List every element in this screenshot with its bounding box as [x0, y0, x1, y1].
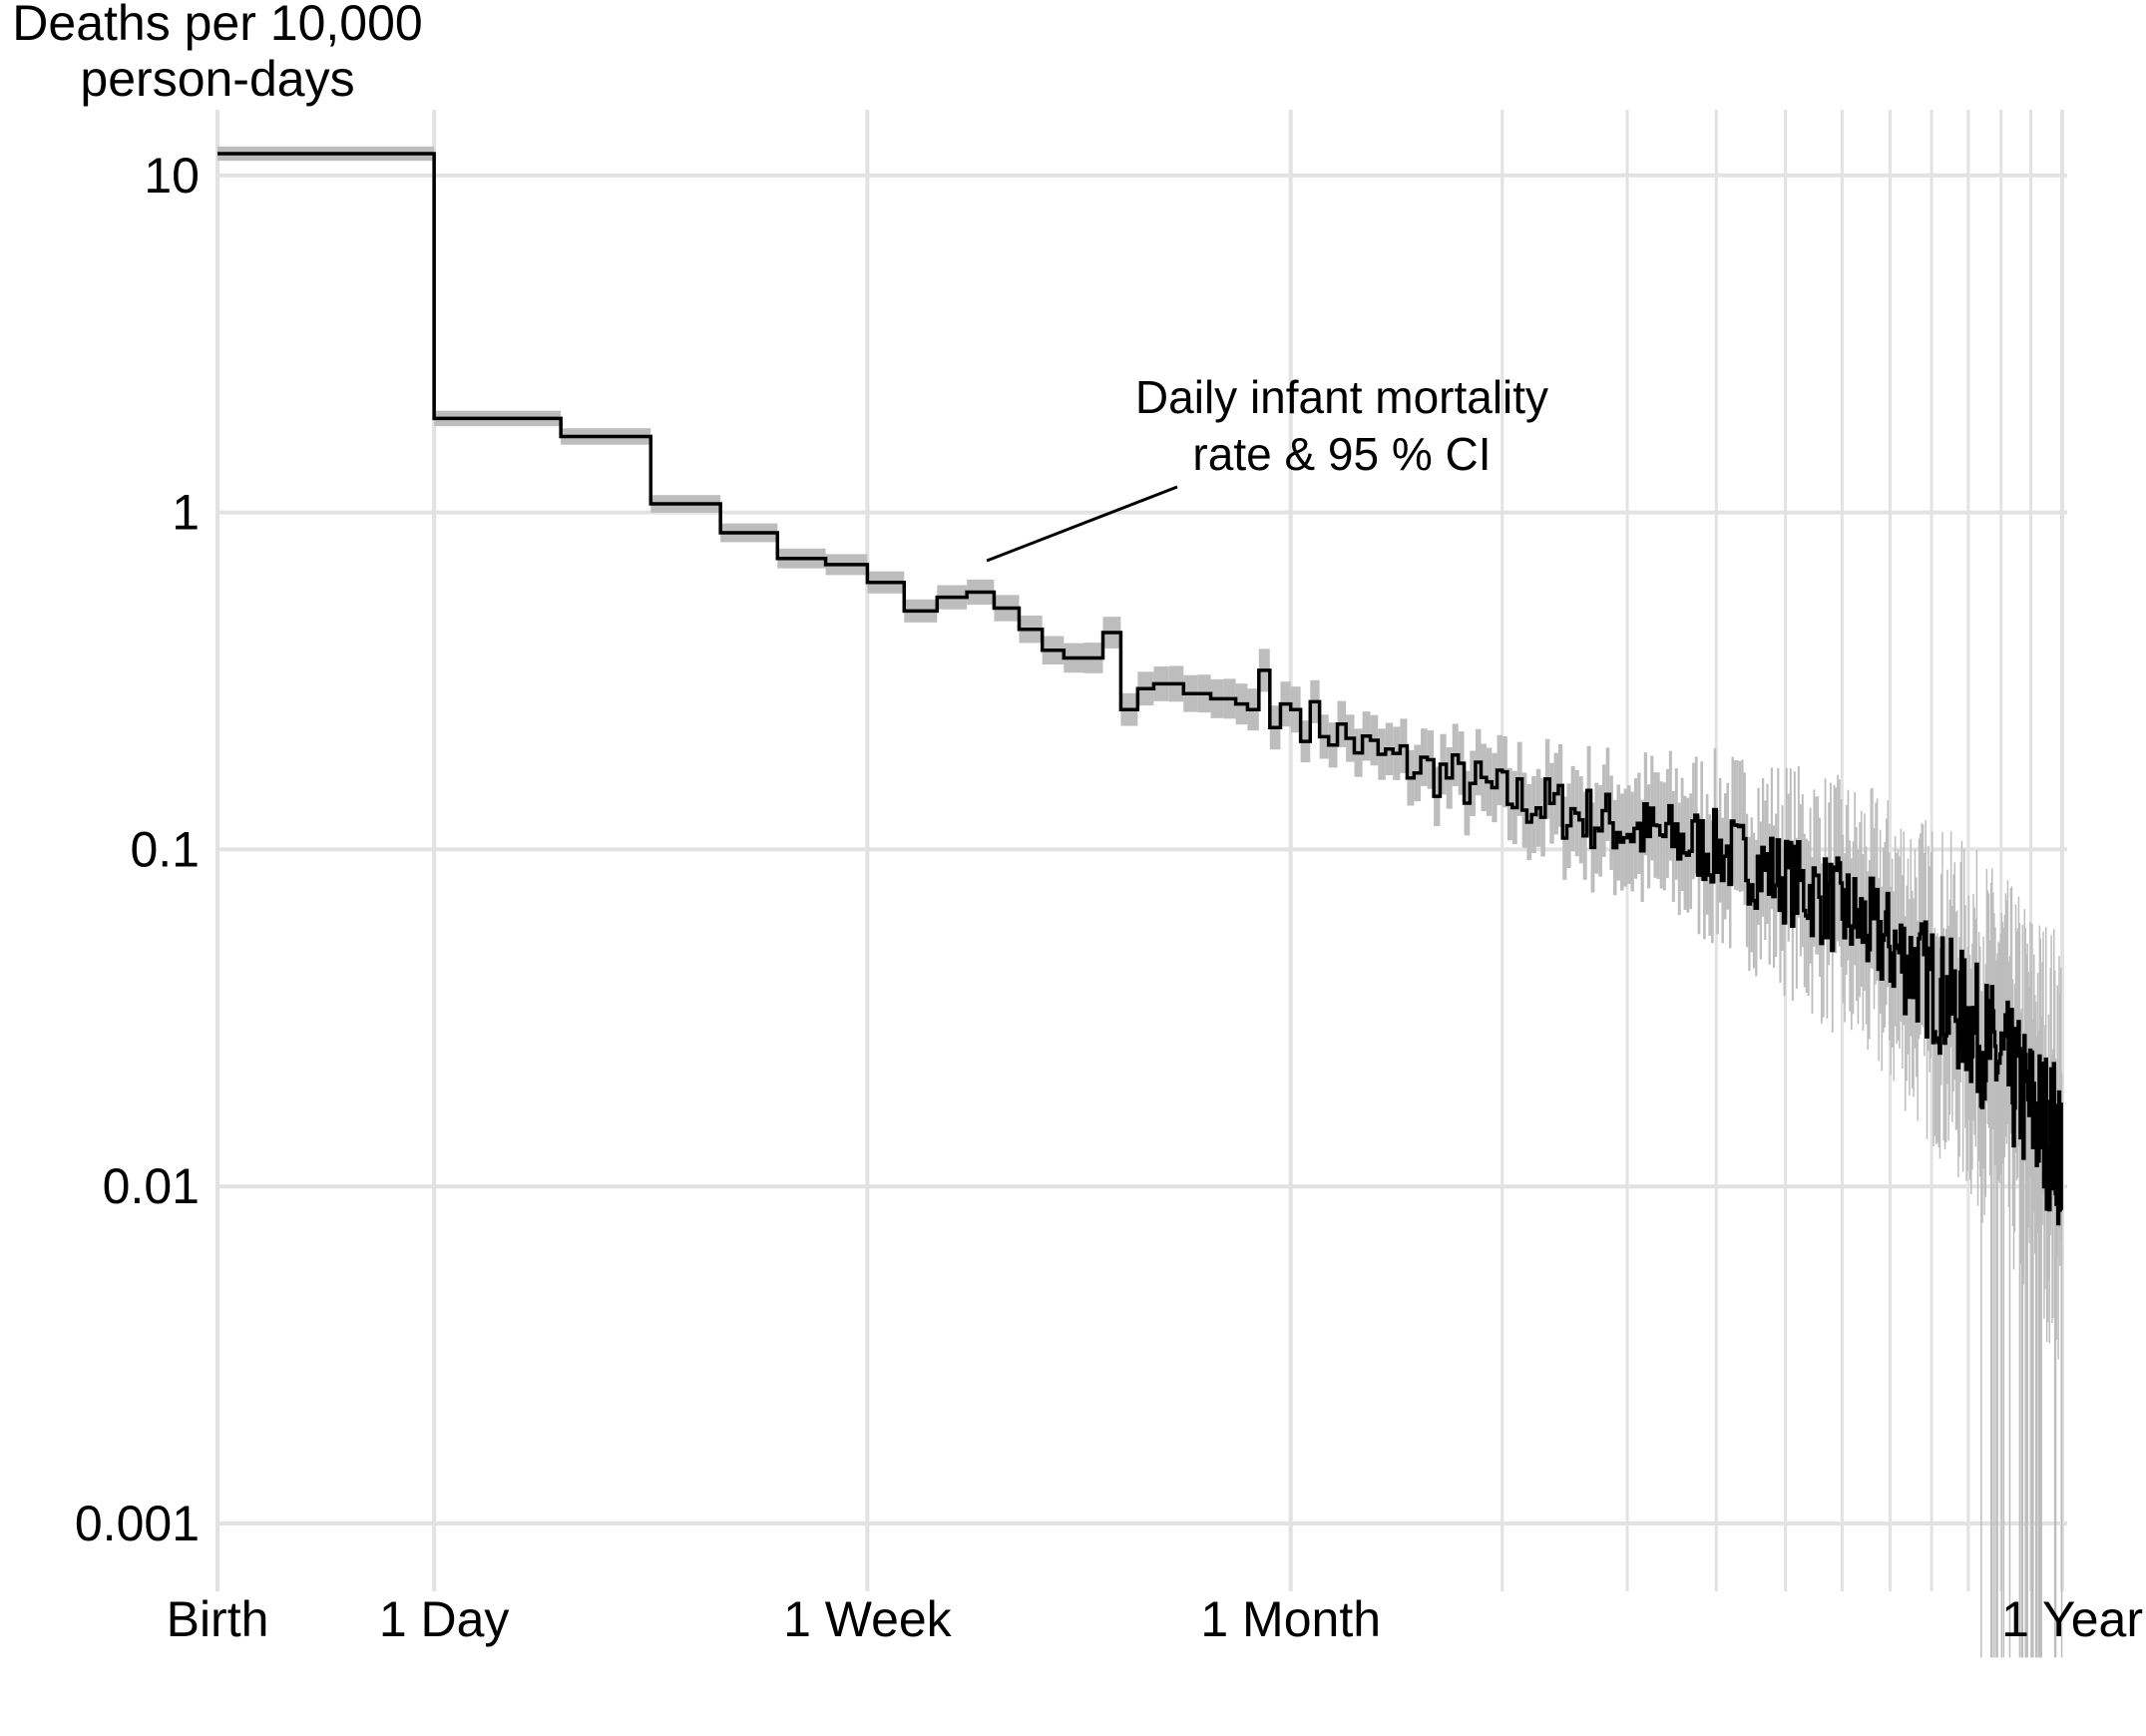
annotation: Daily infant mortality rate & 95 % CI — [986, 371, 1548, 563]
y-axis-title-line-1: Deaths per 10,000 — [12, 0, 422, 51]
x-tick-label-1: 1 Day — [379, 1591, 510, 1647]
y-axis-ticks: 10 1 0.1 0.01 0.001 — [75, 148, 200, 1551]
y-tick-label-3: 0.01 — [103, 1158, 200, 1214]
y-axis-title: Deaths per 10,000 person-days — [12, 0, 422, 107]
x-axis-ticks: Birth 1 Day 1 Week 1 Month 1 Year — [167, 1591, 2143, 1647]
x-tick-label-0: Birth — [167, 1591, 269, 1647]
y-tick-label-4: 0.001 — [75, 1496, 200, 1551]
annotation-line-2: rate & 95 % CI — [1192, 428, 1491, 480]
y-tick-label-2: 0.1 — [130, 821, 200, 877]
annotation-line-1: Daily infant mortality — [1135, 371, 1548, 423]
x-tick-label-4: 1 Year — [2001, 1591, 2143, 1647]
annotation-leader-line — [986, 485, 1178, 563]
y-axis-title-line-2: person-days — [80, 51, 354, 107]
mortality-rate-step-path — [217, 152, 2063, 1226]
mortality-rate-line — [217, 152, 2063, 1226]
y-tick-label-0: 10 — [144, 148, 200, 204]
x-tick-label-3: 1 Month — [1200, 1591, 1381, 1647]
x-tick-label-2: 1 Week — [783, 1591, 953, 1647]
y-tick-label-1: 1 — [172, 485, 200, 541]
